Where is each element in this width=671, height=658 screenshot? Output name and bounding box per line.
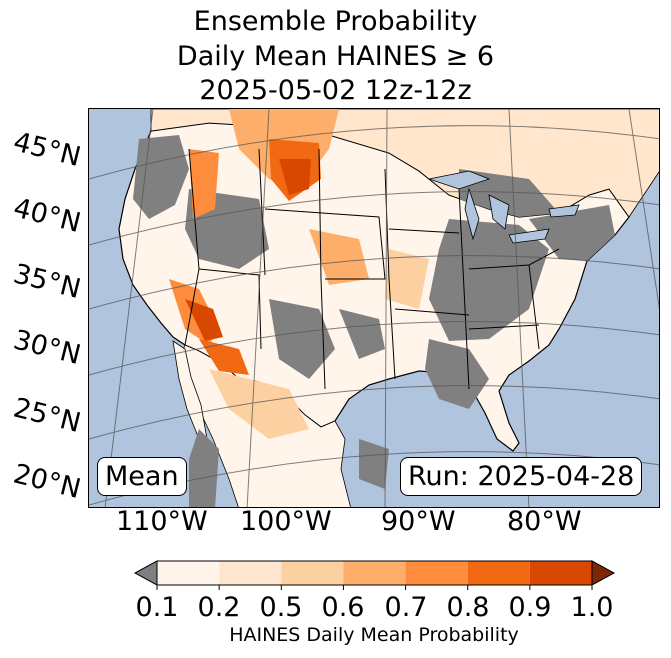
lat-label-20: 20°N (10, 458, 84, 506)
lat-label-30: 30°N (10, 324, 84, 372)
lon-label-90w: 90°W (381, 506, 456, 537)
lon-label-110w: 110°W (116, 506, 208, 537)
colorbar-under-arrow (133, 560, 158, 586)
title-line-1: Ensemble Probability (193, 6, 478, 37)
cbar-tick-5: 0.8 (446, 592, 490, 623)
colorbar-segment (219, 561, 282, 585)
cbar-tick-0: 0.1 (135, 592, 179, 623)
colorbar-segment (281, 561, 344, 585)
cbar-tick-2: 0.5 (259, 592, 303, 623)
colorbar-label: HAINES Daily Mean Probability (229, 624, 519, 646)
colorbar-segment (529, 561, 592, 585)
lon-label-80w: 80°W (507, 506, 582, 537)
colorbar-segment (405, 561, 468, 585)
great-lakes (427, 170, 580, 244)
lat-label-40: 40°N (10, 192, 84, 240)
cbar-tick-3: 0.6 (321, 592, 365, 623)
colorbar-outline (156, 560, 593, 586)
lat-label-25: 25°N (10, 392, 84, 440)
colorbar-over-arrow (591, 560, 616, 586)
lat-label-35: 35°N (10, 258, 84, 306)
cbar-tick-7: 1.0 (570, 592, 614, 623)
graticule (89, 109, 659, 507)
no-data-regions (133, 109, 615, 507)
cbar-tick-1: 0.2 (197, 592, 241, 623)
title-line-3: 2025-05-02 12z-12z (199, 75, 472, 106)
lon-label-100w: 100°W (240, 506, 332, 537)
colorbar-segment (467, 561, 530, 585)
cbar-tick-4: 0.7 (384, 592, 428, 623)
colorbar-segment (157, 561, 220, 585)
map-svg (89, 109, 659, 507)
probability-patches (169, 109, 429, 439)
map-panel (88, 108, 660, 508)
stat-label-box: Mean (97, 457, 187, 496)
title-line-2: Daily Mean HAINES ≥ 6 (176, 41, 495, 72)
lat-label-45: 45°N (10, 126, 84, 174)
colorbar (133, 560, 616, 590)
cbar-tick-6: 0.9 (508, 592, 552, 623)
colorbar-segment (343, 561, 406, 585)
run-label-box: Run: 2025-04-28 (400, 457, 643, 496)
